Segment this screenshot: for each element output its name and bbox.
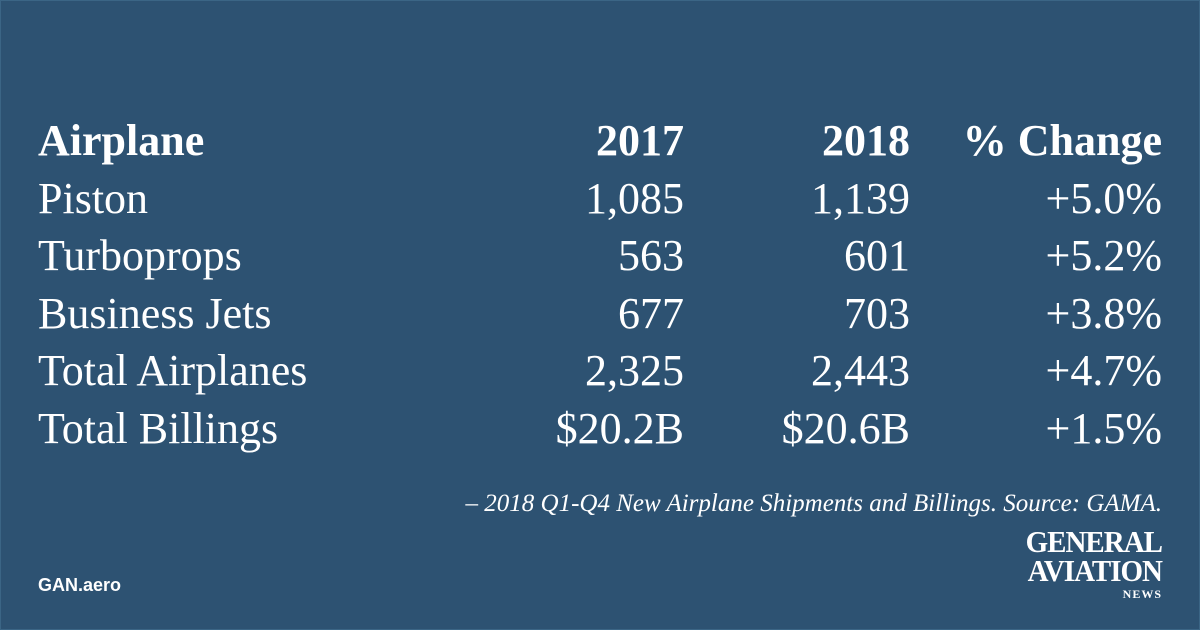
logo-line-general: GENERAL xyxy=(1025,525,1163,560)
value-2018: 1,139 xyxy=(811,173,910,223)
value-change: +1.5% xyxy=(1045,403,1162,453)
general-aviation-news-logo: GENERAL AVIATION NEWS xyxy=(1012,525,1163,601)
shipments-table: Airplane 2017 2018 % Change Piston 1,085… xyxy=(38,112,1162,458)
column-header-2018: 2018 xyxy=(822,116,910,165)
row-label: Business Jets xyxy=(38,288,272,338)
value-2018: $20.6B xyxy=(781,403,910,453)
row-label: Turboprops xyxy=(38,231,242,281)
table-row: Total Airplanes 2,325 2,443 +4.7% xyxy=(38,342,1162,400)
value-2018: 2,443 xyxy=(811,346,910,396)
value-2017: 2,325 xyxy=(585,346,684,396)
logo-line-aviation: AVIATION xyxy=(1027,554,1163,589)
table-header-row: Airplane 2017 2018 % Change xyxy=(38,112,1162,170)
row-label: Total Billings xyxy=(38,403,279,453)
logo-line-news: NEWS xyxy=(1122,587,1162,601)
value-change: +5.2% xyxy=(1045,231,1162,281)
column-header-2017: 2017 xyxy=(596,116,684,165)
table-row: Turboprops 563 601 +5.2% xyxy=(38,227,1162,285)
column-header-airplane: Airplane xyxy=(38,116,205,165)
value-2017: 563 xyxy=(618,231,684,281)
value-change: +4.7% xyxy=(1045,346,1162,396)
value-2018: 601 xyxy=(844,231,910,281)
column-header-change: % Change xyxy=(962,116,1162,165)
table-row: Total Billings $20.2B $20.6B +1.5% xyxy=(38,400,1162,458)
value-2018: 703 xyxy=(844,288,910,338)
table-row: Business Jets 677 703 +3.8% xyxy=(38,285,1162,343)
site-url: GAN.aero xyxy=(38,575,122,595)
source-caption: – 2018 Q1-Q4 New Airplane Shipments and … xyxy=(465,490,1162,517)
row-label: Piston xyxy=(38,173,149,223)
value-2017: 1,085 xyxy=(585,173,684,223)
value-2017: $20.2B xyxy=(555,403,684,453)
value-change: +3.8% xyxy=(1045,288,1162,338)
value-change: +5.0% xyxy=(1045,173,1162,223)
table-row: Piston 1,085 1,139 +5.0% xyxy=(38,170,1162,228)
row-label: Total Airplanes xyxy=(38,346,308,396)
value-2017: 677 xyxy=(618,288,684,338)
